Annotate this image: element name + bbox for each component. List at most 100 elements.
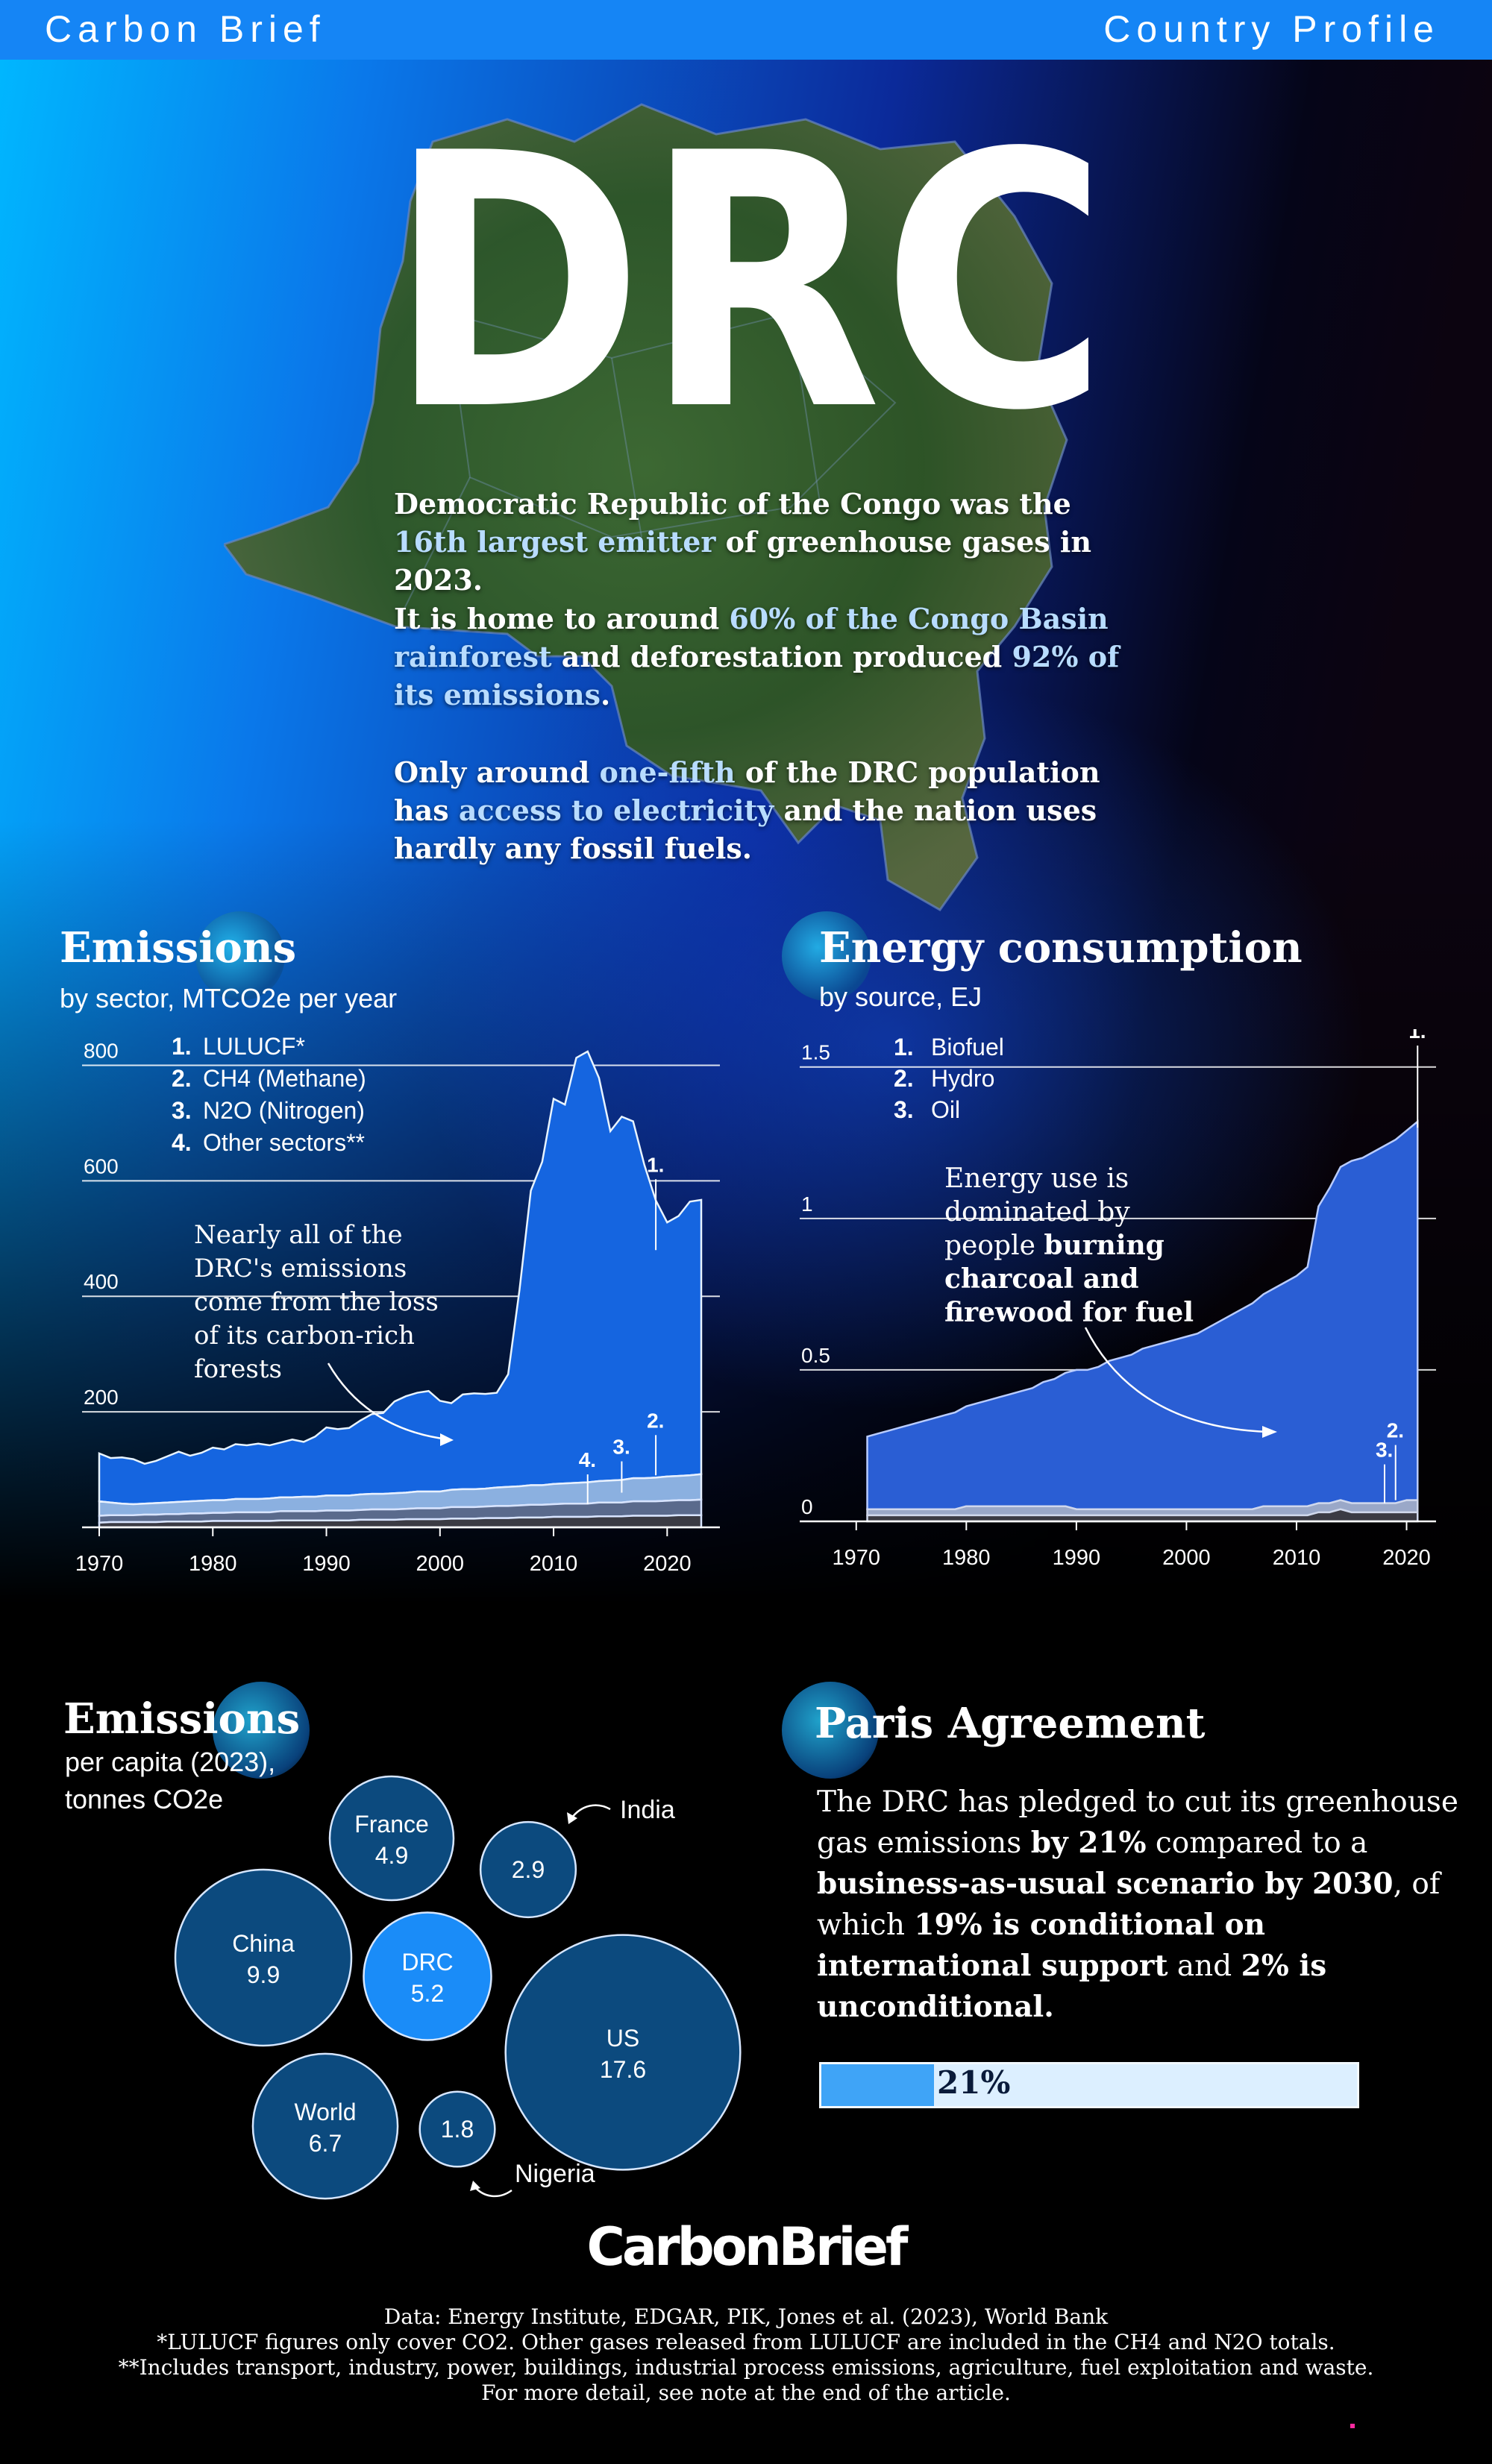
bubble-value-us: 17.6 bbox=[600, 2056, 646, 2083]
emissions-title: Emissions bbox=[60, 923, 297, 972]
intro-highlight: one-fifth bbox=[599, 755, 736, 789]
energy-annotation: Energy use is dominated by people burnin… bbox=[944, 1163, 1277, 1438]
legend-label-ch4: CH4 (Methane) bbox=[203, 1065, 366, 1092]
intro-highlight: 16th largest emitter bbox=[394, 525, 716, 559]
series-tag-n2o: 3. bbox=[612, 1436, 630, 1459]
series-tag-other: 4. bbox=[579, 1448, 596, 1471]
intro-highlight: 60% of the Congo Basin rainforest bbox=[394, 602, 1109, 673]
bubble-name-france: France bbox=[354, 1811, 429, 1838]
series-tag-lulucf: 1. bbox=[647, 1153, 664, 1176]
x-tick-label: 1990 bbox=[1053, 1546, 1101, 1570]
paris-text: and bbox=[1167, 1949, 1241, 1983]
paris-title: Paris Agreement bbox=[815, 1699, 1206, 1748]
energy-subtitle: by source, EJ bbox=[819, 981, 982, 1012]
paris-bold: by 21% bbox=[1030, 1826, 1147, 1860]
bubble-value-india: 2.9 bbox=[512, 1856, 545, 1883]
x-tick-label: 2010 bbox=[1273, 1546, 1321, 1570]
legend-num: 1. bbox=[172, 1033, 192, 1060]
bubble-name-us: US bbox=[606, 2025, 639, 2052]
paris-bold: business-as-usual scenario by 2030 bbox=[817, 1867, 1394, 1901]
paris-text: compared to a bbox=[1146, 1826, 1368, 1860]
annotation-arrowhead bbox=[440, 1433, 454, 1446]
annotation-line-bold: burning bbox=[1044, 1230, 1165, 1261]
legend-label-other: Other sectors** bbox=[203, 1129, 365, 1156]
energy-title: Energy consumption bbox=[819, 923, 1303, 972]
decorative-orb bbox=[213, 1682, 310, 1779]
series-tag-biofuel: 1. bbox=[1408, 1029, 1426, 1043]
energy-legend: 1. Biofuel 2. Hydro 3. Oil bbox=[894, 1034, 1004, 1123]
annotation-line: firewood for fuel bbox=[944, 1297, 1194, 1328]
y-tick-label: 0.5 bbox=[801, 1344, 830, 1367]
header-bar: Carbon Brief Country Profile bbox=[0, 0, 1492, 60]
y-tick-label: 200 bbox=[84, 1386, 119, 1409]
carbon-brief-logo: CarbonBrief bbox=[586, 2216, 909, 2278]
intro-text: Only around bbox=[394, 755, 600, 789]
y-tick-label: 600 bbox=[84, 1154, 119, 1178]
x-tick-label: 1980 bbox=[189, 1552, 237, 1576]
emissions-subtitle: by sector, MTCO2e per year bbox=[60, 983, 398, 1013]
bubble-us bbox=[504, 1934, 742, 2171]
emissions-chart: 200 400 600 800 1970 1980 1990 2000 2010 2020 1.… bbox=[75, 1033, 720, 1576]
x-tick-label: 2000 bbox=[1162, 1546, 1211, 1570]
x-tick-label: 2020 bbox=[1382, 1546, 1431, 1570]
footer-note-1: *LULUCF figures only cover CO2. Other ga… bbox=[157, 2330, 1335, 2354]
bubble-nigeria bbox=[419, 2090, 496, 2168]
nigeria-label: Nigeria bbox=[515, 2160, 595, 2188]
bubble-world bbox=[251, 2052, 399, 2200]
paris-bold: 19% is conditional on international supp… bbox=[817, 1908, 1266, 1983]
y-tick-label: 0 bbox=[801, 1495, 813, 1518]
intro-text: . bbox=[601, 678, 611, 711]
legend-num: 1. bbox=[894, 1034, 914, 1060]
pledge-progress-bar bbox=[819, 2062, 1359, 2108]
emissions-annotation: Nearly all of the DRC's emissions come f… bbox=[194, 1220, 454, 1446]
y-tick-label: 400 bbox=[84, 1270, 119, 1293]
india-label: India bbox=[620, 1796, 675, 1824]
annotation-line-part: people bbox=[944, 1231, 1044, 1261]
page-title: DRC bbox=[388, 79, 1109, 487]
bubble-value-france: 4.9 bbox=[375, 1842, 408, 1869]
pledge-bar-fill bbox=[821, 2064, 934, 2106]
intro-highlight: 92% of its emissions bbox=[394, 640, 1120, 711]
intro-highlight: access to electricity bbox=[458, 793, 774, 827]
footer-note-3: For more detail, see note at the end of … bbox=[481, 2380, 1011, 2405]
legend-label-lulucf: LULUCF* bbox=[203, 1033, 305, 1060]
legend-label-biofuel: Biofuel bbox=[931, 1034, 1004, 1060]
y-tick-label: 1 bbox=[801, 1192, 813, 1216]
intro-text: of greenhouse gases in 2023. bbox=[394, 525, 1091, 597]
energy-chart: 0 0.5 1 1.5 1970 1980 1990 2000 2010 2020 1. Bio… bbox=[800, 1029, 1436, 1570]
series-tag-hydro: 2. bbox=[1387, 1419, 1404, 1442]
bubble-value-world: 6.7 bbox=[309, 2130, 342, 2157]
legend-num: 3. bbox=[894, 1096, 914, 1123]
legend-num: 2. bbox=[894, 1065, 914, 1092]
x-tick-label: 1970 bbox=[75, 1552, 124, 1576]
bubble-name-china: China bbox=[232, 1930, 295, 1957]
bubble-france bbox=[328, 1775, 455, 1902]
percap-subtitle-2: tonnes CO2e bbox=[65, 1784, 224, 1814]
annotation-line: dominated by bbox=[944, 1197, 1130, 1228]
emissions-legend: 1. LULUCF* 2. CH4 (Methane) 3. N2O (Nitr… bbox=[172, 1033, 366, 1156]
intro-text: It is home to around bbox=[394, 602, 730, 635]
decorative-orb bbox=[782, 1682, 879, 1779]
bubble-name-drc: DRC bbox=[401, 1949, 453, 1976]
pledge-bar-label: 21% bbox=[937, 2064, 1011, 2101]
intro-paragraph-1: Democratic Republic of the Congo was the… bbox=[394, 485, 1125, 599]
legend-num: 2. bbox=[172, 1065, 192, 1092]
decorative-orb bbox=[782, 911, 871, 1001]
x-tick-label: 1990 bbox=[302, 1552, 351, 1576]
profile-label: Country Profile bbox=[1103, 8, 1440, 50]
y-tick-label: 800 bbox=[84, 1039, 119, 1062]
footer-note-2: **Includes transport, industry, power, b… bbox=[118, 2355, 1374, 2380]
x-tick-label: 1970 bbox=[833, 1546, 881, 1570]
legend-num: 4. bbox=[172, 1129, 192, 1156]
x-tick-label: 2000 bbox=[416, 1552, 465, 1576]
bubble-value-china: 9.9 bbox=[247, 1961, 280, 1988]
intro-paragraph-3: Only around one-fifth of the DRC populat… bbox=[394, 753, 1125, 867]
percap-subtitle-1: per capita (2023), bbox=[65, 1747, 276, 1777]
annotation-line: come from the loss bbox=[194, 1287, 439, 1317]
legend-label-hydro: Hydro bbox=[931, 1065, 994, 1092]
decorative-orb bbox=[195, 911, 285, 1001]
bubble-value-drc: 5.2 bbox=[411, 1980, 444, 2007]
x-tick-label: 2010 bbox=[530, 1552, 578, 1576]
annotation-arrowhead bbox=[1262, 1426, 1277, 1438]
